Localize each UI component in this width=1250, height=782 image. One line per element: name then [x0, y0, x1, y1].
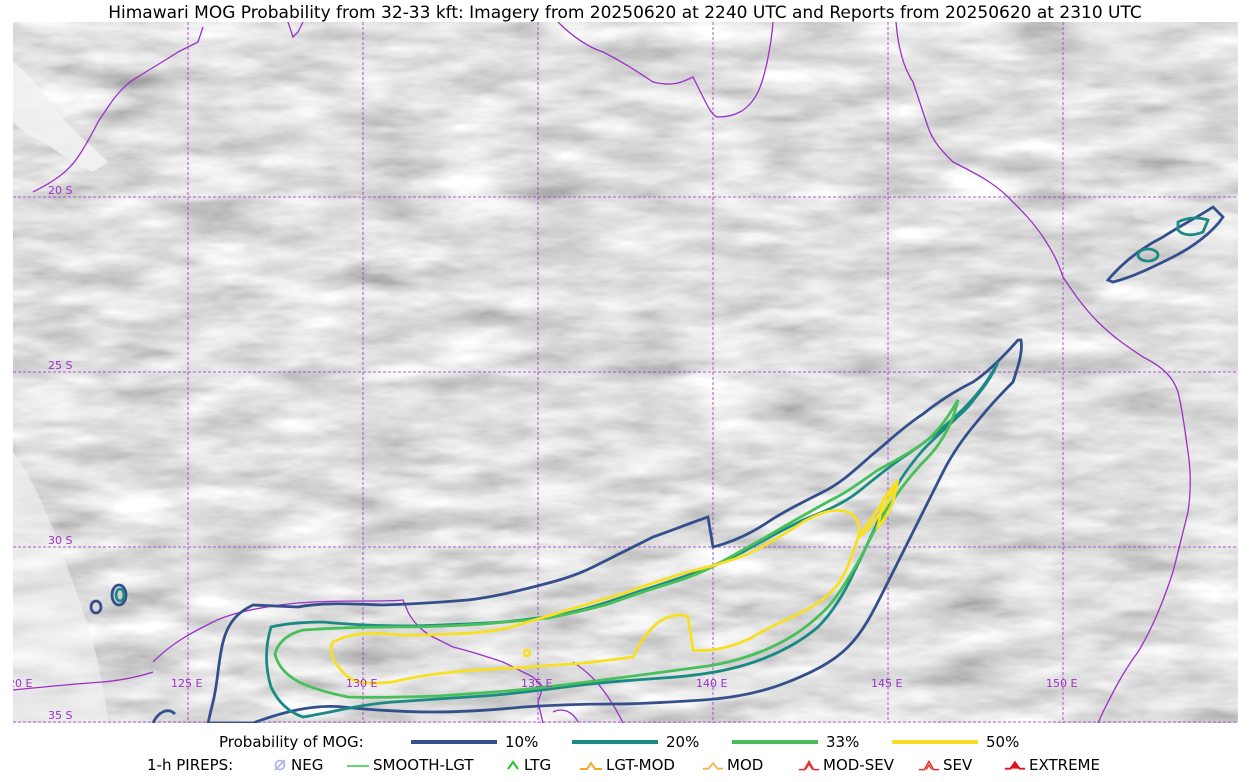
lat-label-35s: 35 S — [48, 709, 72, 722]
swatch-50 — [892, 740, 978, 744]
legend-label-20: 20% — [666, 733, 700, 751]
pirep-label-ltg: LTG — [524, 756, 552, 774]
pirep-label-mod: MOD — [727, 756, 764, 774]
sev-icon — [918, 759, 940, 771]
lat-labels: 20 S 25 S 30 S 35 S — [48, 184, 72, 722]
probability-legend-title: Probability of MOG: — [219, 733, 364, 751]
mod-icon — [702, 761, 724, 770]
probability-legend: Probability of MOG: 10% 20% 33% 50% — [0, 733, 1250, 753]
pirep-label-sev: SEV — [943, 756, 973, 774]
lon-label-140e: 140 E — [696, 677, 727, 690]
legend-item-50: 50% — [892, 733, 1019, 751]
contour-20 — [114, 216, 1210, 719]
lon-label-135e: 135 E — [521, 677, 552, 690]
lon-label-145e: 145 E — [871, 677, 902, 690]
contour-10 — [89, 205, 1225, 723]
smooth-lgt-icon — [347, 765, 369, 767]
pirep-legend: 1-h PIREPS: NEG SMOOTH-LGT LTG LGT-MOD M… — [0, 756, 1250, 776]
pirep-legend-title: 1-h PIREPS: — [147, 756, 234, 774]
coastline — [13, 22, 1191, 723]
pirep-item-mod-sev: MOD-SEV — [798, 756, 894, 774]
satellite-imagery — [13, 22, 1238, 723]
lon-label-120e: 120 E — [13, 677, 32, 690]
legend-label-50: 50% — [986, 733, 1020, 751]
ltg-icon — [507, 760, 519, 770]
pirep-label-neg: NEG — [291, 756, 324, 774]
legend-label-33: 33% — [826, 733, 860, 751]
lon-labels: 120 E 125 E 130 E 135 E 140 E 145 E 150 … — [13, 677, 1077, 690]
swatch-33 — [732, 740, 818, 744]
pirep-label-mod-sev: MOD-SEV — [823, 756, 894, 774]
cloud-patches — [13, 62, 1213, 723]
contour-33 — [273, 399, 960, 699]
pirep-label-extreme: EXTREME — [1029, 756, 1100, 774]
pirep-item-ltg: LTG — [505, 756, 551, 774]
lon-label-130e: 130 E — [346, 677, 377, 690]
extreme-icon — [1004, 760, 1026, 770]
neg-icon — [274, 759, 286, 771]
legend-label-10: 10% — [505, 733, 539, 751]
lat-label-20s: 20 S — [48, 184, 72, 197]
figure-title: Himawari MOG Probability from 32-33 kft:… — [108, 3, 1142, 23]
swatch-20 — [572, 740, 658, 744]
legend-item-20: 20% — [572, 733, 699, 751]
lgt-mod-icon — [580, 761, 602, 770]
graticule — [13, 22, 1238, 723]
pirep-label-lgt-mod: LGT-MOD — [606, 756, 675, 774]
lon-label-125e: 125 E — [171, 677, 202, 690]
pirep-item-neg: NEG — [272, 756, 323, 774]
contour-50 — [329, 479, 900, 685]
lon-label-150e: 150 E — [1046, 677, 1077, 690]
pirep-item-extreme: EXTREME — [1004, 756, 1100, 774]
legend-item-33: 33% — [732, 733, 859, 751]
legend-item-10: 10% — [411, 733, 538, 751]
pirep-item-sev: SEV — [918, 756, 972, 774]
swatch-10 — [411, 740, 497, 744]
lat-label-30s: 30 S — [48, 534, 72, 547]
pirep-item-lgt-mod: LGT-MOD — [579, 756, 675, 774]
lat-label-25s: 25 S — [48, 359, 72, 372]
pirep-item-mod: MOD — [702, 756, 763, 774]
pirep-label-smooth-lgt: SMOOTH-LGT — [373, 756, 474, 774]
mod-sev-icon — [798, 759, 820, 771]
satellite-map: 20 S 25 S 30 S 35 S 120 E 125 E 130 E 13… — [13, 22, 1238, 723]
pirep-item-smooth-lgt: SMOOTH-LGT — [346, 756, 474, 774]
